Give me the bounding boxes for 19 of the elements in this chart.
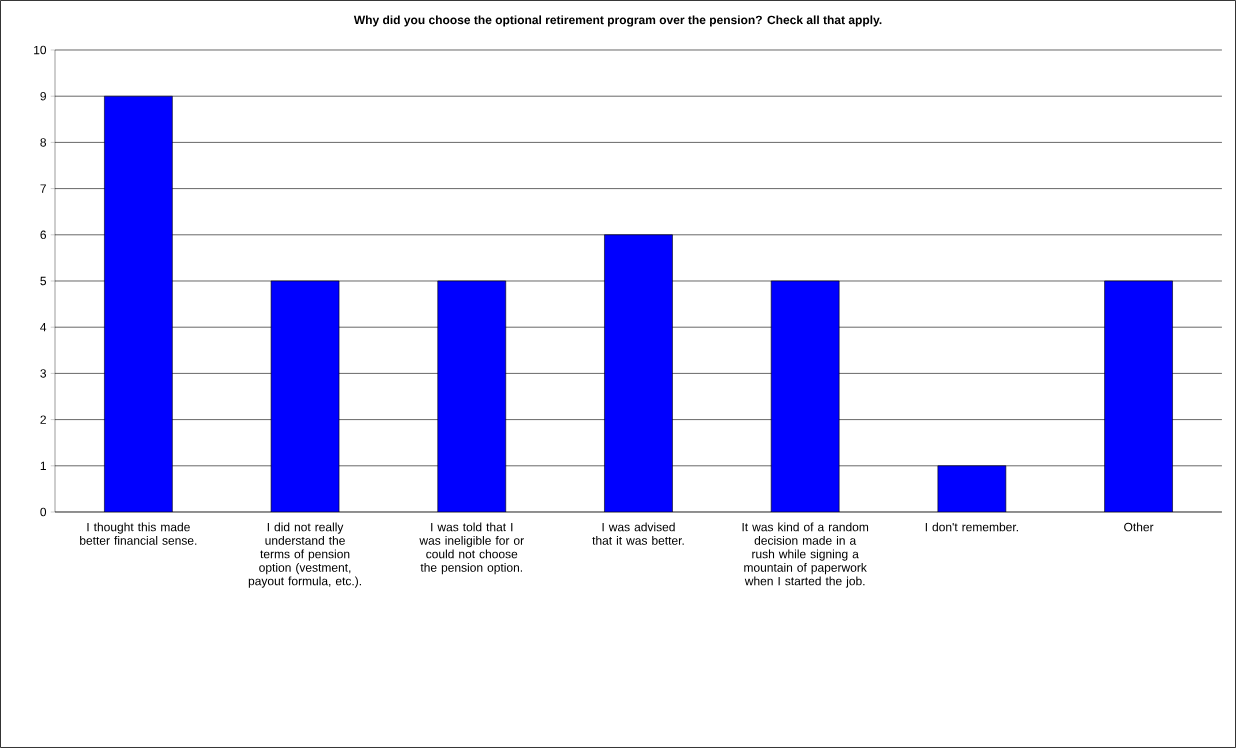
x-tick-label: I was advised that it was better. [592,522,684,545]
x-tick-label: I did not really understand the terms of pension option (vestment, payout formula, etc.). [248,522,361,588]
x-tick-label: Other [1124,522,1154,532]
x-tick-label: I thought this made better financial sense. [80,522,197,545]
chart-title: Why did you choose the optional retirement program over the pension? Check all that apply. [353,15,882,27]
y-tick-label: 8 [40,138,47,147]
y-tick-label: 10 [34,45,47,55]
y-tick-label: 4 [40,323,47,332]
x-tick-label: I was told that I was ineligible for or could not choose the pension option. [419,522,524,575]
y-tick-label: 0 [40,507,47,517]
y-tick-label: 7 [40,184,46,193]
y-tick-label: 1 [40,461,46,470]
y-tick-label: 3 [40,369,47,378]
y-tick-label: 2 [40,415,46,424]
x-tick-label: I don't remember. [925,522,1018,532]
y-tick-label: 9 [40,91,46,101]
x-tick-label: It was kind of a random decision made in a rush while signing a mountain of paperwork when I started the job. [742,522,869,588]
y-tick-label: 6 [40,230,47,240]
y-tick-label: 5 [40,276,47,286]
